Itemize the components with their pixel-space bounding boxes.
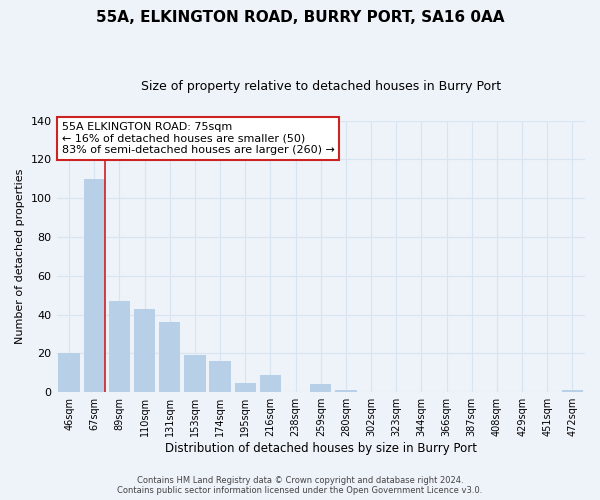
Bar (134, 309, 155, 392)
Text: Contains HM Land Registry data © Crown copyright and database right 2024.
Contai: Contains HM Land Registry data © Crown c… (118, 476, 482, 495)
Bar (562, 390, 583, 392)
X-axis label: Distribution of detached houses by size in Burry Port: Distribution of detached houses by size … (165, 442, 477, 455)
Bar (109, 301, 130, 392)
Bar (159, 322, 181, 392)
Bar (310, 384, 331, 392)
Bar (335, 390, 356, 392)
Bar (209, 361, 231, 392)
Text: 55A, ELKINGTON ROAD, BURRY PORT, SA16 0AA: 55A, ELKINGTON ROAD, BURRY PORT, SA16 0A… (96, 10, 504, 25)
Y-axis label: Number of detached properties: Number of detached properties (15, 168, 25, 344)
Bar (260, 374, 281, 392)
Bar (235, 382, 256, 392)
Text: 55A ELKINGTON ROAD: 75sqm
← 16% of detached houses are smaller (50)
83% of semi-: 55A ELKINGTON ROAD: 75sqm ← 16% of detac… (62, 122, 335, 155)
Bar (58, 354, 80, 392)
Title: Size of property relative to detached houses in Burry Port: Size of property relative to detached ho… (141, 80, 501, 93)
Bar (184, 356, 206, 392)
Bar (83, 179, 105, 392)
